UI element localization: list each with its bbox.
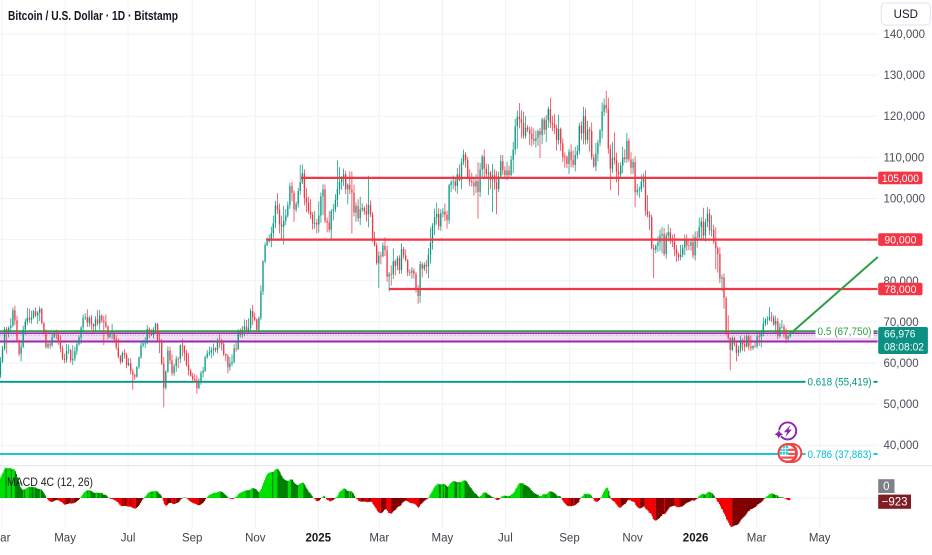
svg-text:0.786 (37,863): 0.786 (37,863): [808, 449, 872, 461]
svg-text:Sep: Sep: [182, 533, 202, 545]
svg-text:Nov: Nov: [622, 533, 643, 545]
svg-text:Sep: Sep: [559, 533, 579, 545]
svg-text:105,000: 105,000: [882, 173, 919, 185]
svg-text:0: 0: [883, 481, 889, 493]
svg-text:2025: 2025: [306, 533, 332, 545]
svg-text:120,000: 120,000: [884, 111, 926, 123]
svg-text:60,000: 60,000: [884, 358, 919, 370]
svg-text:0.618 (55,419): 0.618 (55,419): [808, 377, 872, 389]
svg-text:110,000: 110,000: [884, 152, 925, 164]
svg-text:0.5 (67,750): 0.5 (67,750): [818, 326, 872, 338]
svg-text:Jul: Jul: [121, 533, 136, 545]
svg-text:MACD 4C (12, 26): MACD 4C (12, 26): [7, 475, 93, 489]
svg-text:140,000: 140,000: [884, 29, 926, 41]
svg-text:Bitcoin / U.S. Dollar · 1D · B: Bitcoin / U.S. Dollar · 1D · Bitstamp: [8, 8, 178, 23]
svg-text:Mar: Mar: [369, 533, 389, 545]
svg-text:Jul: Jul: [498, 533, 513, 545]
svg-text:2026: 2026: [683, 533, 709, 545]
svg-text:78,000: 78,000: [884, 284, 916, 296]
svg-text:May: May: [809, 533, 831, 545]
svg-text:70,000: 70,000: [884, 317, 919, 329]
svg-text:40,000: 40,000: [884, 440, 919, 452]
svg-text:08:08:02: 08:08:02: [884, 342, 924, 354]
svg-text:−923: −923: [882, 497, 908, 509]
svg-text:May: May: [432, 533, 454, 545]
svg-text:66,976: 66,976: [884, 328, 916, 340]
svg-text:100,000: 100,000: [884, 194, 926, 206]
svg-text:May: May: [54, 533, 76, 545]
svg-text:130,000: 130,000: [884, 70, 926, 82]
svg-text:Mar: Mar: [0, 533, 11, 545]
svg-text:USD: USD: [894, 9, 918, 21]
svg-text:Nov: Nov: [245, 533, 266, 545]
svg-text:90,000: 90,000: [884, 235, 916, 247]
svg-text:Mar: Mar: [747, 533, 767, 545]
svg-text:50,000: 50,000: [884, 399, 919, 411]
